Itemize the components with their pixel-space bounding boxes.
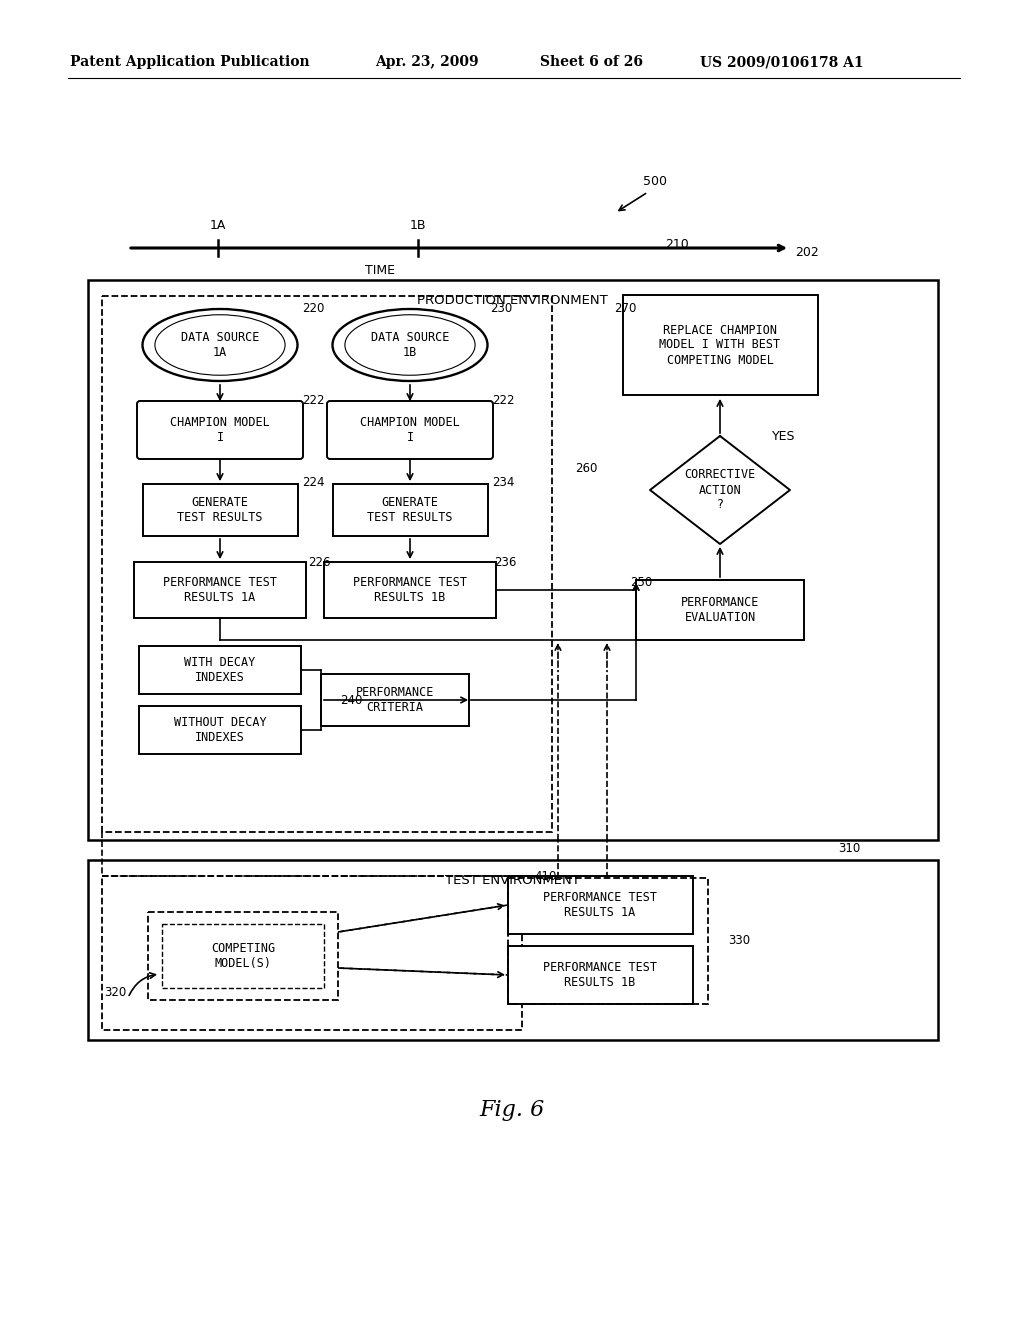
Text: 1B: 1B — [410, 219, 426, 232]
Text: Sheet 6 of 26: Sheet 6 of 26 — [540, 55, 643, 69]
FancyBboxPatch shape — [623, 294, 817, 395]
Text: CORRECTIVE
ACTION
?: CORRECTIVE ACTION ? — [684, 469, 756, 511]
FancyBboxPatch shape — [321, 675, 469, 726]
Text: PRODUCTION ENVIRONMENT: PRODUCTION ENVIRONMENT — [417, 294, 607, 308]
Text: 236: 236 — [494, 556, 516, 569]
Text: 222: 222 — [302, 393, 325, 407]
Text: PERFORMANCE
EVALUATION: PERFORMANCE EVALUATION — [681, 597, 759, 624]
Text: PERFORMANCE TEST
RESULTS 1A: PERFORMANCE TEST RESULTS 1A — [163, 576, 278, 605]
Text: TIME: TIME — [365, 264, 395, 277]
Text: GENERATE
TEST RESULTS: GENERATE TEST RESULTS — [368, 496, 453, 524]
Text: 260: 260 — [575, 462, 597, 474]
Text: 226: 226 — [308, 556, 331, 569]
FancyBboxPatch shape — [636, 579, 804, 640]
FancyBboxPatch shape — [148, 912, 338, 1001]
FancyBboxPatch shape — [137, 401, 303, 459]
Text: CHAMPION MODEL
I: CHAMPION MODEL I — [360, 416, 460, 444]
Text: 234: 234 — [492, 477, 514, 490]
Text: 220: 220 — [302, 301, 325, 314]
FancyBboxPatch shape — [508, 876, 692, 935]
Text: GENERATE
TEST RESULTS: GENERATE TEST RESULTS — [177, 496, 263, 524]
Text: YES: YES — [772, 430, 796, 444]
Text: REPLACE CHAMPION
MODEL I WITH BEST
COMPETING MODEL: REPLACE CHAMPION MODEL I WITH BEST COMPE… — [659, 323, 780, 367]
Text: 330: 330 — [728, 933, 751, 946]
FancyBboxPatch shape — [327, 401, 493, 459]
Text: WITHOUT DECAY
INDEXES: WITHOUT DECAY INDEXES — [174, 715, 266, 744]
Text: CHAMPION MODEL
I: CHAMPION MODEL I — [170, 416, 270, 444]
Text: WITH DECAY
INDEXES: WITH DECAY INDEXES — [184, 656, 256, 684]
Text: 210: 210 — [665, 238, 689, 251]
Text: COMPETING
MODEL(S): COMPETING MODEL(S) — [211, 942, 275, 970]
Text: 410: 410 — [534, 870, 556, 883]
Text: 310: 310 — [838, 842, 860, 854]
Text: Apr. 23, 2009: Apr. 23, 2009 — [375, 55, 478, 69]
Text: 240: 240 — [340, 693, 362, 706]
Ellipse shape — [155, 314, 285, 375]
Text: TEST ENVIRONMENT: TEST ENVIRONMENT — [444, 874, 580, 887]
FancyBboxPatch shape — [324, 562, 496, 618]
Text: 270: 270 — [614, 301, 636, 314]
Text: PERFORMANCE TEST
RESULTS 1B: PERFORMANCE TEST RESULTS 1B — [543, 961, 657, 989]
Text: US 2009/0106178 A1: US 2009/0106178 A1 — [700, 55, 863, 69]
Ellipse shape — [345, 314, 475, 375]
FancyBboxPatch shape — [88, 861, 938, 1040]
Text: 230: 230 — [490, 301, 512, 314]
Text: 320: 320 — [104, 986, 126, 998]
Text: 222: 222 — [492, 393, 514, 407]
FancyBboxPatch shape — [333, 484, 487, 536]
FancyBboxPatch shape — [162, 924, 324, 987]
FancyBboxPatch shape — [508, 946, 692, 1005]
FancyBboxPatch shape — [134, 562, 306, 618]
Ellipse shape — [333, 309, 487, 381]
Text: DATA SOURCE
1A: DATA SOURCE 1A — [181, 331, 259, 359]
Text: PERFORMANCE TEST
RESULTS 1B: PERFORMANCE TEST RESULTS 1B — [353, 576, 467, 605]
Text: 1A: 1A — [210, 219, 226, 232]
Text: 224: 224 — [302, 477, 325, 490]
FancyBboxPatch shape — [139, 645, 301, 694]
Text: DATA SOURCE
1B: DATA SOURCE 1B — [371, 331, 450, 359]
Text: Patent Application Publication: Patent Application Publication — [70, 55, 309, 69]
Text: 202: 202 — [795, 246, 819, 259]
Text: PERFORMANCE
CRITERIA: PERFORMANCE CRITERIA — [355, 686, 434, 714]
FancyBboxPatch shape — [88, 280, 938, 840]
Ellipse shape — [142, 309, 298, 381]
FancyBboxPatch shape — [139, 706, 301, 754]
Text: PERFORMANCE TEST
RESULTS 1A: PERFORMANCE TEST RESULTS 1A — [543, 891, 657, 919]
Text: 500: 500 — [643, 176, 667, 187]
Text: Fig. 6: Fig. 6 — [479, 1100, 545, 1121]
FancyBboxPatch shape — [142, 484, 298, 536]
Text: 250: 250 — [630, 576, 652, 589]
